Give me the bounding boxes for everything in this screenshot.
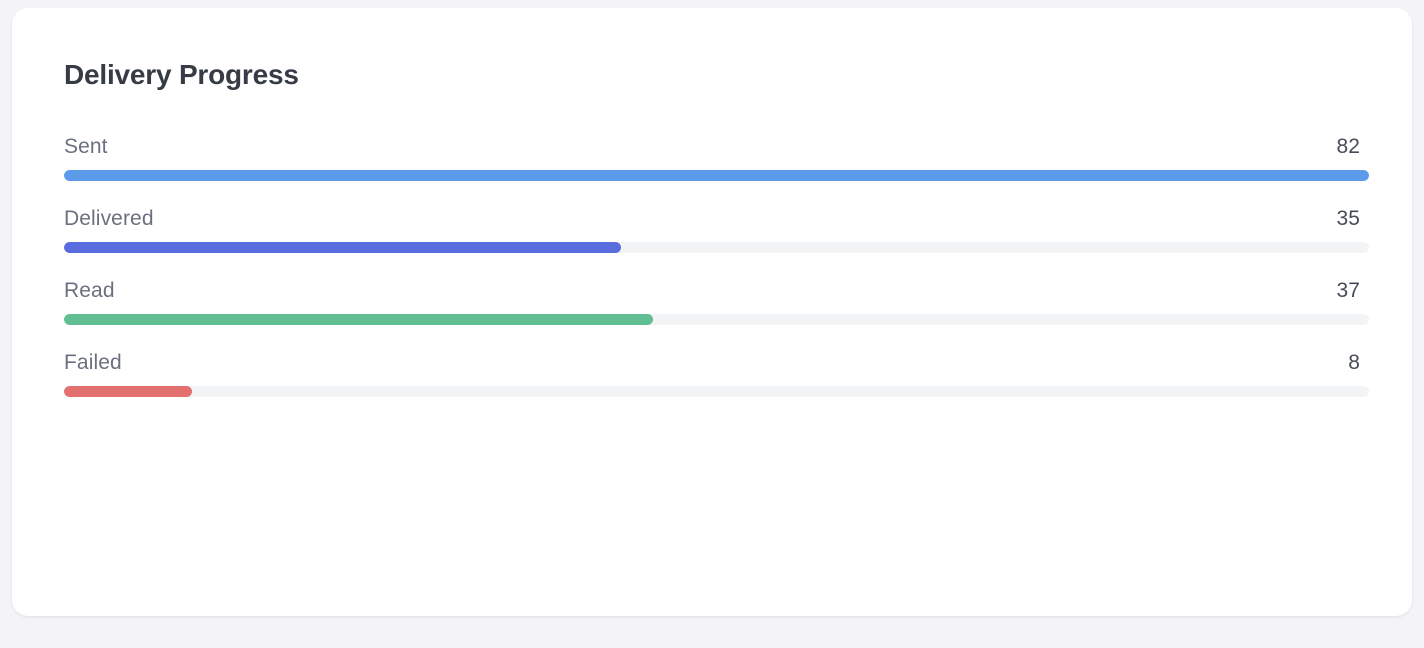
metric-label-sent: Sent: [64, 134, 108, 158]
progress-fill-failed: [64, 385, 192, 397]
metric-value-delivered: 35: [1336, 206, 1360, 230]
progress-metric-list: Sent 82 Delivered 35 Read 37: [64, 135, 1369, 397]
metric-header-read: Read 37: [64, 279, 1360, 303]
metric-header-sent: Sent 82: [64, 135, 1360, 159]
list-item: Read 37: [64, 279, 1369, 325]
list-item: Sent 82: [64, 135, 1369, 181]
metric-value-failed: 8: [1348, 350, 1360, 374]
list-item: Failed 8: [64, 351, 1369, 397]
metric-value-sent: 82: [1336, 134, 1360, 158]
metric-header-failed: Failed 8: [64, 351, 1360, 375]
progress-track-sent: [64, 169, 1369, 181]
metric-label-read: Read: [64, 278, 115, 302]
progress-fill-read: [64, 313, 653, 325]
progress-track-delivered: [64, 241, 1369, 253]
metric-value-read: 37: [1336, 278, 1360, 302]
metric-label-delivered: Delivered: [64, 206, 154, 230]
metric-label-failed: Failed: [64, 350, 122, 374]
progress-track-failed: [64, 385, 1369, 397]
metric-header-delivered: Delivered 35: [64, 207, 1360, 231]
delivery-progress-card: Delivery Progress Sent 82 Delivered 35 R…: [12, 8, 1412, 616]
page-title: Delivery Progress: [64, 59, 299, 90]
progress-fill-sent: [64, 169, 1369, 181]
progress-track-read: [64, 313, 1369, 325]
list-item: Delivered 35: [64, 207, 1369, 253]
progress-fill-delivered: [64, 241, 622, 253]
